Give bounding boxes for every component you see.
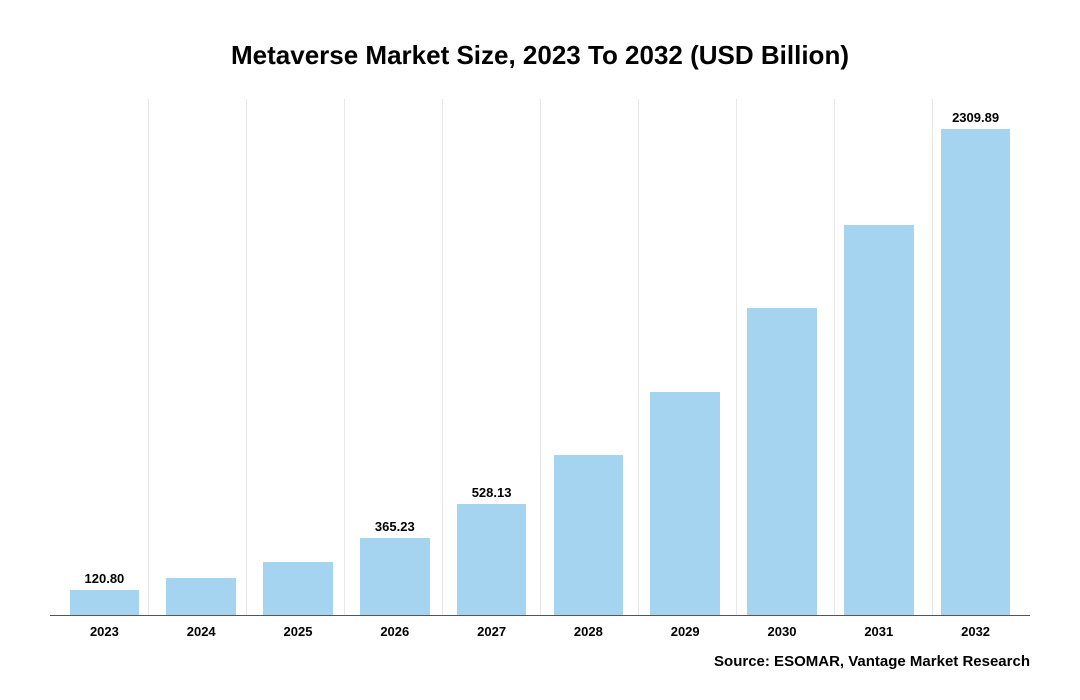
bar <box>554 455 624 615</box>
bar-slot <box>637 99 734 615</box>
plot-wrapper: 120.80365.23528.132309.89 20232024202520… <box>50 99 1030 639</box>
bar <box>747 308 817 615</box>
x-tick: 2026 <box>346 624 443 639</box>
x-tick: 2032 <box>927 624 1024 639</box>
bar <box>263 562 333 615</box>
x-tick: 2031 <box>830 624 927 639</box>
bar-slot <box>734 99 831 615</box>
bar <box>70 590 140 615</box>
bar-slot: 528.13 <box>443 99 540 615</box>
bar-slot: 120.80 <box>56 99 153 615</box>
bar-value-label: 365.23 <box>375 519 415 534</box>
x-tick: 2024 <box>153 624 250 639</box>
bar <box>360 538 430 615</box>
x-tick: 2027 <box>443 624 540 639</box>
plot-area: 120.80 365.23 528.13 2309.89 <box>50 99 1030 616</box>
bar-value-label: 528.13 <box>472 485 512 500</box>
bar <box>844 225 914 615</box>
bar-slot <box>250 99 347 615</box>
bar-slot <box>830 99 927 615</box>
bar <box>650 392 720 615</box>
source-text: Source: ESOMAR, Vantage Market Research <box>50 653 1030 670</box>
x-tick: 2030 <box>734 624 831 639</box>
chart-container: Metaverse Market Size, 2023 To 2032 (USD… <box>0 0 1080 700</box>
bar-slot <box>153 99 250 615</box>
bar <box>941 129 1011 615</box>
bar-slot: 2309.89 <box>927 99 1024 615</box>
x-tick: 2025 <box>250 624 347 639</box>
bar-value-label: 120.80 <box>85 571 125 586</box>
x-tick: 2029 <box>637 624 734 639</box>
bar <box>457 504 527 615</box>
chart-title: Metaverse Market Size, 2023 To 2032 (USD… <box>50 40 1030 71</box>
bar-slot: 365.23 <box>346 99 443 615</box>
x-axis: 2023202420252026202720282029203020312032 <box>50 616 1030 639</box>
bar <box>166 578 236 615</box>
bar-value-label: 2309.89 <box>952 110 999 125</box>
x-tick: 2028 <box>540 624 637 639</box>
x-tick: 2023 <box>56 624 153 639</box>
bar-slot <box>540 99 637 615</box>
